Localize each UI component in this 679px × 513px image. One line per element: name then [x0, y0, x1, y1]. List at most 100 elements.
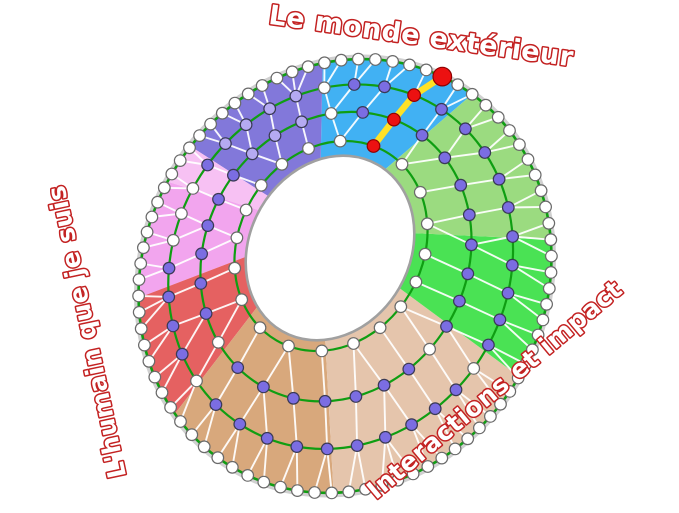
mesh-node-white[interactable] — [255, 79, 269, 92]
mesh-node-white[interactable] — [174, 415, 187, 428]
mesh-node-white[interactable] — [166, 233, 180, 247]
mesh-node-white[interactable] — [406, 467, 420, 481]
mesh-node-white[interactable] — [526, 343, 539, 357]
mesh-node-purple[interactable] — [402, 362, 416, 376]
mesh-node-purple[interactable] — [194, 277, 208, 290]
mesh-node-white[interactable] — [204, 117, 218, 131]
mesh-node-purple[interactable] — [257, 380, 270, 394]
mesh-node-purple[interactable] — [492, 172, 506, 186]
path-node[interactable] — [407, 88, 422, 102]
mesh-node-purple[interactable] — [465, 238, 478, 252]
mesh-node-purple[interactable] — [462, 208, 476, 222]
mesh-node-white[interactable] — [503, 385, 517, 398]
mesh-node-white[interactable] — [132, 289, 146, 303]
mesh-node-purple[interactable] — [349, 390, 363, 403]
mesh-node-white[interactable] — [435, 451, 449, 465]
mesh-node-white[interactable] — [228, 96, 242, 110]
mesh-node-white[interactable] — [347, 337, 360, 350]
mesh-node-white[interactable] — [185, 428, 199, 442]
mesh-node-purple[interactable] — [209, 398, 223, 412]
mesh-node-white[interactable] — [239, 203, 253, 217]
mesh-node-white[interactable] — [373, 321, 387, 335]
mesh-node-purple[interactable] — [379, 430, 392, 444]
mesh-node-purple[interactable] — [218, 137, 232, 151]
mesh-node-white[interactable] — [132, 305, 146, 319]
mesh-node-purple[interactable] — [295, 115, 309, 129]
mesh-node-purple[interactable] — [438, 151, 452, 165]
mesh-node-white[interactable] — [394, 300, 408, 314]
mesh-node-white[interactable] — [173, 154, 187, 168]
mesh-node-white[interactable] — [197, 440, 211, 454]
mesh-node-white[interactable] — [308, 486, 322, 499]
mesh-node-white[interactable] — [136, 241, 150, 255]
mesh-node-purple[interactable] — [440, 320, 453, 333]
mesh-node-white[interactable] — [528, 168, 542, 182]
mesh-node-white[interactable] — [190, 374, 203, 388]
mesh-node-white[interactable] — [183, 141, 196, 155]
mesh-node-white[interactable] — [473, 421, 486, 435]
mesh-node-white[interactable] — [409, 275, 423, 289]
mesh-node-white[interactable] — [333, 134, 347, 148]
mesh-node-purple[interactable] — [239, 118, 253, 132]
mesh-node-white[interactable] — [230, 231, 244, 245]
mesh-node-white[interactable] — [174, 207, 188, 221]
mesh-node-white[interactable] — [148, 370, 162, 384]
mesh-node-white[interactable] — [521, 152, 535, 166]
mesh-node-white[interactable] — [544, 233, 558, 247]
mesh-node-white[interactable] — [491, 110, 505, 124]
mesh-node-purple[interactable] — [482, 338, 495, 352]
mesh-node-purple[interactable] — [435, 102, 448, 116]
mesh-node-white[interactable] — [403, 58, 416, 72]
mesh-node-white[interactable] — [235, 293, 249, 307]
mesh-node-purple[interactable] — [453, 294, 466, 308]
mesh-node-white[interactable] — [513, 138, 526, 152]
mesh-node-purple[interactable] — [449, 383, 463, 397]
mesh-node-purple[interactable] — [347, 78, 361, 91]
mesh-node-white[interactable] — [418, 247, 432, 261]
mesh-node-white[interactable] — [351, 52, 365, 66]
mesh-node-white[interactable] — [451, 78, 465, 92]
path-node[interactable] — [387, 112, 401, 127]
mesh-node-white[interactable] — [540, 297, 553, 311]
mesh-node-white[interactable] — [228, 261, 242, 275]
mesh-node-white[interactable] — [211, 335, 225, 349]
mesh-node-purple[interactable] — [378, 80, 391, 94]
mesh-node-white[interactable] — [494, 397, 507, 411]
mesh-node-white[interactable] — [132, 273, 146, 287]
mesh-node-white[interactable] — [155, 386, 169, 400]
mesh-node-purple[interactable] — [162, 261, 176, 275]
mesh-node-white[interactable] — [544, 266, 558, 279]
mesh-node-purple[interactable] — [501, 286, 515, 300]
mesh-node-white[interactable] — [465, 87, 479, 101]
mesh-node-purple[interactable] — [356, 105, 370, 119]
mesh-node-white[interactable] — [165, 167, 179, 181]
mesh-node-purple[interactable] — [428, 402, 442, 416]
mesh-node-white[interactable] — [157, 181, 171, 195]
mesh-node-white[interactable] — [134, 322, 148, 336]
mesh-node-purple[interactable] — [459, 122, 472, 136]
mesh-node-purple[interactable] — [350, 439, 364, 453]
mesh-node-purple[interactable] — [405, 418, 419, 432]
mesh-node-white[interactable] — [420, 217, 434, 231]
mesh-node-white[interactable] — [325, 486, 339, 500]
mesh-node-purple[interactable] — [461, 267, 475, 281]
mesh-node-white[interactable] — [413, 185, 427, 199]
mesh-node-white[interactable] — [536, 313, 550, 327]
mesh-node-white[interactable] — [315, 344, 329, 358]
mesh-node-purple[interactable] — [287, 391, 300, 405]
mesh-node-white[interactable] — [253, 321, 267, 335]
mesh-node-purple[interactable] — [233, 417, 247, 431]
mesh-node-white[interactable] — [484, 410, 497, 423]
mesh-node-white[interactable] — [448, 442, 462, 456]
mesh-node-white[interactable] — [334, 53, 348, 67]
mesh-node-white[interactable] — [539, 200, 552, 214]
mesh-node-white[interactable] — [270, 71, 284, 85]
mesh-node-purple[interactable] — [289, 89, 303, 103]
mesh-node-white[interactable] — [542, 282, 556, 295]
mesh-node-purple[interactable] — [478, 146, 492, 159]
mesh-node-white[interactable] — [302, 142, 315, 155]
mesh-node-purple[interactable] — [506, 230, 519, 243]
path-start-node[interactable] — [432, 66, 453, 87]
mesh-node-purple[interactable] — [175, 347, 189, 361]
mesh-node-white[interactable] — [421, 460, 435, 473]
